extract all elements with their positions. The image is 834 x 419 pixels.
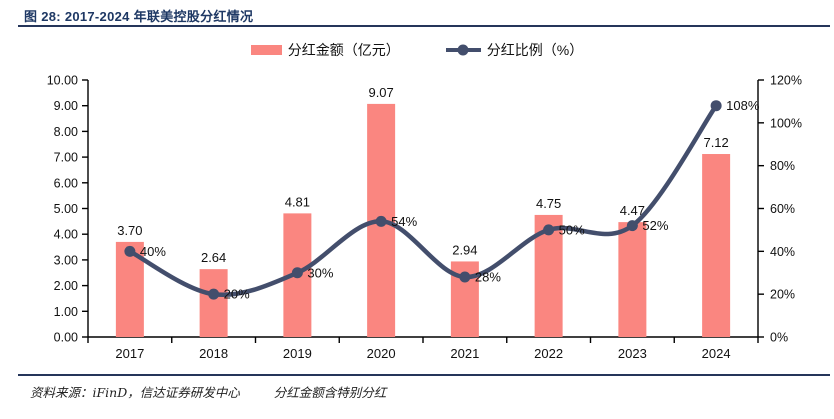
- legend-label: 分红比例（%）: [486, 42, 584, 58]
- left-axis-tick-label: 7.00: [54, 151, 78, 165]
- x-axis-label: 2018: [199, 346, 228, 361]
- line-marker-2019: [291, 267, 303, 279]
- figure-title: 图 28: 2017-2024 年联美控股分红情况: [24, 9, 254, 24]
- bar-value-label: 4.75: [536, 196, 561, 211]
- ratio-value-label: 30%: [307, 265, 333, 280]
- right-axis-tick-label: 80%: [770, 159, 795, 173]
- x-axis-label: 2024: [702, 346, 731, 361]
- left-axis-tick-label: 3.00: [54, 253, 78, 267]
- right-axis-tick-label: 120%: [770, 74, 802, 88]
- bar-2018: [199, 269, 228, 337]
- footer-divider: [18, 374, 830, 376]
- figure-footer: 资料来源：iFinD，信达证券研发中心 分红金额含特别分红: [30, 382, 386, 401]
- line-marker-2017: [124, 245, 136, 257]
- legend-item-dividend-amount: 分红金额（亿元）: [250, 40, 400, 60]
- left-axis-tick-label: 10.00: [47, 74, 78, 88]
- left-axis-tick-label: 2.00: [54, 279, 78, 293]
- ratio-value-label: 40%: [140, 244, 166, 259]
- line-marker-2020: [375, 215, 387, 227]
- dot-icon: [457, 44, 469, 56]
- bar-value-label: 2.94: [452, 242, 477, 257]
- source-text: 资料来源：iFinD，信达证券研发中心: [30, 385, 240, 400]
- left-axis-tick-label: 6.00: [54, 176, 78, 190]
- ratio-value-label: 20%: [224, 287, 250, 302]
- right-axis-tick-label: 0%: [770, 331, 788, 345]
- left-axis-tick-label: 5.00: [54, 202, 78, 216]
- bar-swatch-icon: [250, 45, 282, 55]
- title-divider: [18, 25, 830, 27]
- line-marker-2018: [208, 288, 220, 300]
- combo-chart: 0.00 1.00 2.00 3.00 4.00 5.00 6.00 7.00 8.00 9.00…: [47, 74, 802, 362]
- line-marker-2024: [710, 100, 722, 112]
- ratio-value-label: 108%: [726, 98, 760, 113]
- x-axis-label: 2022: [534, 346, 563, 361]
- left-axis-tick-label: 4.00: [54, 228, 78, 242]
- bar-value-label: 4.47: [620, 203, 645, 218]
- bar-value-label: 7.12: [703, 135, 728, 150]
- left-axis-tick-label: 1.00: [54, 305, 78, 319]
- bar-2024: [702, 154, 731, 337]
- x-axis-label: 2017: [115, 346, 144, 361]
- x-axis-label: 2023: [618, 346, 647, 361]
- bar-value-label: 2.64: [201, 250, 226, 265]
- x-axis-label: 2021: [450, 346, 479, 361]
- right-axis-tick-label: 20%: [770, 288, 795, 302]
- ratio-value-label: 52%: [642, 218, 668, 233]
- bar-value-label: 9.07: [368, 85, 393, 100]
- ratio-value-label: 54%: [391, 214, 417, 229]
- bar-value-label: 4.81: [285, 194, 310, 209]
- legend-label: 分红金额（亿元）: [287, 42, 400, 58]
- chart-legend: 分红金额（亿元） 分红比例（%）: [0, 40, 834, 60]
- line-marker-2023: [626, 220, 638, 232]
- ratio-value-label: 50%: [559, 222, 585, 237]
- line-marker-2022: [543, 224, 555, 236]
- bar-2023: [618, 222, 647, 337]
- left-axis-tick-label: 9.00: [54, 99, 78, 113]
- x-axis-label: 2019: [283, 346, 312, 361]
- right-axis-tick-label: 60%: [770, 202, 795, 216]
- right-axis-tick-label: 40%: [770, 245, 795, 259]
- line-dot-swatch-icon: [445, 44, 481, 56]
- x-axis-label: 2020: [367, 346, 396, 361]
- left-axis-tick-label: 0.00: [54, 331, 78, 345]
- note-text: 分红金额含特别分红: [273, 385, 387, 400]
- left-axis-tick-label: 8.00: [54, 125, 78, 139]
- right-axis-tick-label: 100%: [770, 116, 802, 130]
- ratio-value-label: 28%: [475, 270, 501, 285]
- line-marker-2021: [459, 271, 471, 283]
- bar-value-label: 3.70: [117, 223, 142, 238]
- legend-item-dividend-ratio: 分红比例（%）: [445, 40, 584, 60]
